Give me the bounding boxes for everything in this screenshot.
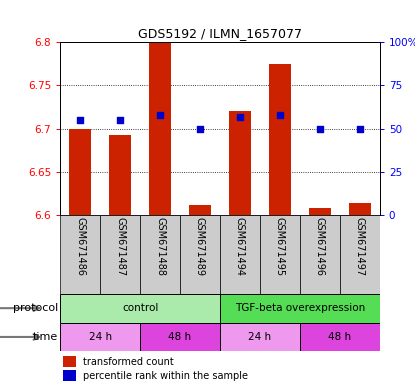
Text: GSM671487: GSM671487 (115, 217, 125, 276)
Bar (63, 370, 76, 381)
FancyBboxPatch shape (140, 215, 180, 294)
Bar (229, 111, 251, 215)
Bar (220, 323, 300, 351)
Bar (349, 203, 371, 215)
FancyBboxPatch shape (220, 215, 260, 294)
Text: GSM671495: GSM671495 (275, 217, 285, 276)
FancyBboxPatch shape (260, 215, 300, 294)
FancyBboxPatch shape (340, 215, 380, 294)
Text: GSM671486: GSM671486 (75, 217, 85, 276)
Bar (69, 129, 91, 215)
Bar (220, 294, 380, 323)
Text: TGF-beta overexpression: TGF-beta overexpression (235, 303, 365, 313)
Text: control: control (122, 303, 158, 313)
Bar (109, 135, 131, 215)
Bar (63, 356, 76, 367)
Point (356, 126, 363, 132)
Text: GSM671496: GSM671496 (315, 217, 325, 276)
Bar (269, 64, 291, 215)
Text: protocol: protocol (13, 303, 58, 313)
Text: transformed count: transformed count (83, 357, 173, 367)
Point (317, 126, 323, 132)
Text: 48 h: 48 h (168, 332, 192, 342)
Bar (189, 205, 211, 215)
Point (276, 112, 283, 118)
Bar (60, 323, 140, 351)
Text: GSM671497: GSM671497 (355, 217, 365, 276)
Bar (60, 294, 220, 323)
Point (77, 117, 83, 123)
FancyBboxPatch shape (300, 215, 340, 294)
Bar (140, 323, 220, 351)
Point (237, 113, 243, 119)
Bar (149, 42, 171, 215)
Text: 24 h: 24 h (248, 332, 271, 342)
Bar (300, 323, 380, 351)
FancyBboxPatch shape (60, 215, 100, 294)
Text: GSM671489: GSM671489 (195, 217, 205, 276)
FancyBboxPatch shape (100, 215, 140, 294)
Bar (309, 208, 331, 215)
Title: GDS5192 / ILMN_1657077: GDS5192 / ILMN_1657077 (138, 26, 302, 40)
Text: GSM671494: GSM671494 (235, 217, 245, 276)
Text: 48 h: 48 h (328, 332, 352, 342)
Text: GSM671488: GSM671488 (155, 217, 165, 276)
Text: time: time (33, 332, 58, 342)
Text: 24 h: 24 h (88, 332, 112, 342)
Point (157, 112, 164, 118)
Point (117, 117, 123, 123)
Point (197, 126, 203, 132)
FancyBboxPatch shape (180, 215, 220, 294)
Text: percentile rank within the sample: percentile rank within the sample (83, 371, 247, 381)
